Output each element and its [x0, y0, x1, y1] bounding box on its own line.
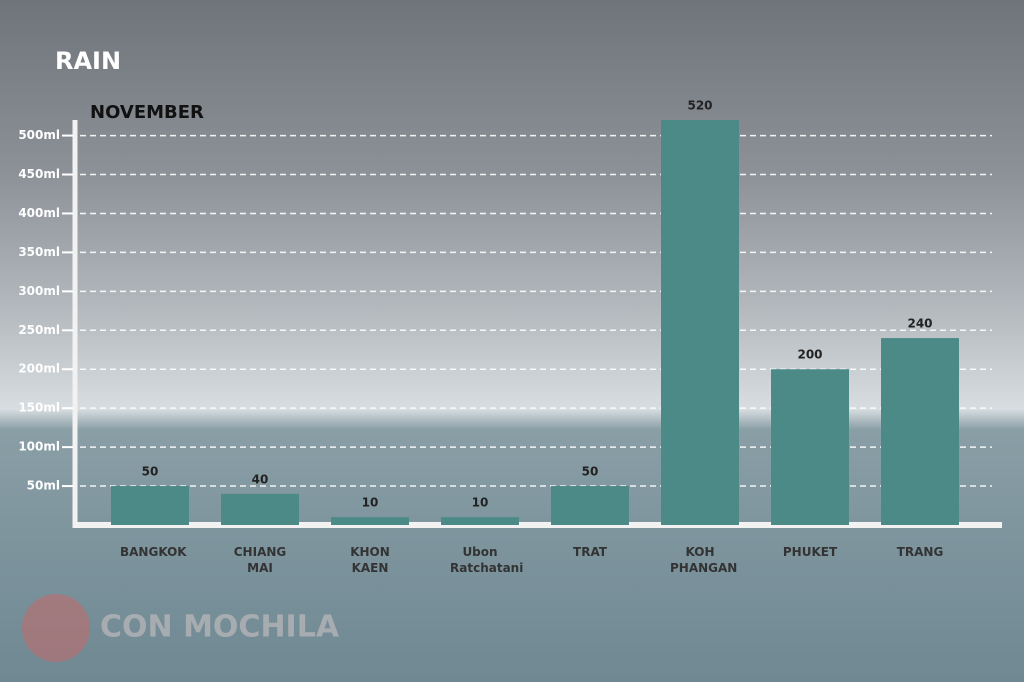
x-tick-label: PHUKET — [782, 545, 838, 559]
x-tick-label: CHIANG MAI — [233, 545, 287, 575]
value-label: 520 — [687, 99, 712, 113]
value-label: 10 — [472, 496, 489, 510]
y-tick-label: 200ml — [18, 362, 60, 376]
value-label: 240 — [907, 317, 932, 331]
x-tick-label: Ubon Ratchatani — [450, 545, 524, 575]
bar — [441, 517, 519, 525]
bar — [881, 338, 959, 525]
value-label: 50 — [142, 465, 159, 479]
y-tick-label: 300ml — [18, 284, 60, 298]
x-tick-label: KOH PHANGAN — [670, 545, 738, 575]
chart-subtitle: NOVEMBER — [90, 102, 204, 123]
y-tick-label: 150ml — [18, 401, 60, 415]
y-tick-label: 50ml — [27, 479, 60, 493]
chart-title: RAIN — [55, 47, 121, 75]
value-label: 200 — [797, 348, 822, 362]
bar — [111, 486, 189, 525]
bar — [771, 369, 849, 525]
x-tick-label: KHON KAEN — [350, 545, 390, 575]
value-label: 10 — [362, 496, 379, 510]
y-tick-label: 100ml — [18, 440, 60, 454]
value-label: 50 — [582, 465, 599, 479]
bar — [331, 517, 409, 525]
bar — [221, 493, 299, 525]
y-tick-label: 400ml — [18, 206, 60, 220]
value-label: 40 — [252, 472, 269, 486]
x-tick-label: TRAT — [573, 545, 607, 559]
watermark: CON MOCHILA — [100, 610, 340, 645]
y-tick-label: 500ml — [18, 128, 60, 142]
logo — [22, 594, 90, 662]
y-tick-label: 450ml — [18, 167, 60, 181]
x-tick-label: TRANG — [896, 545, 944, 559]
y-tick-label: 350ml — [18, 245, 60, 259]
x-tick-label: BANGKOK — [120, 545, 187, 559]
y-tick-label: 250ml — [18, 323, 60, 337]
bar — [551, 486, 629, 525]
bar — [661, 120, 739, 525]
